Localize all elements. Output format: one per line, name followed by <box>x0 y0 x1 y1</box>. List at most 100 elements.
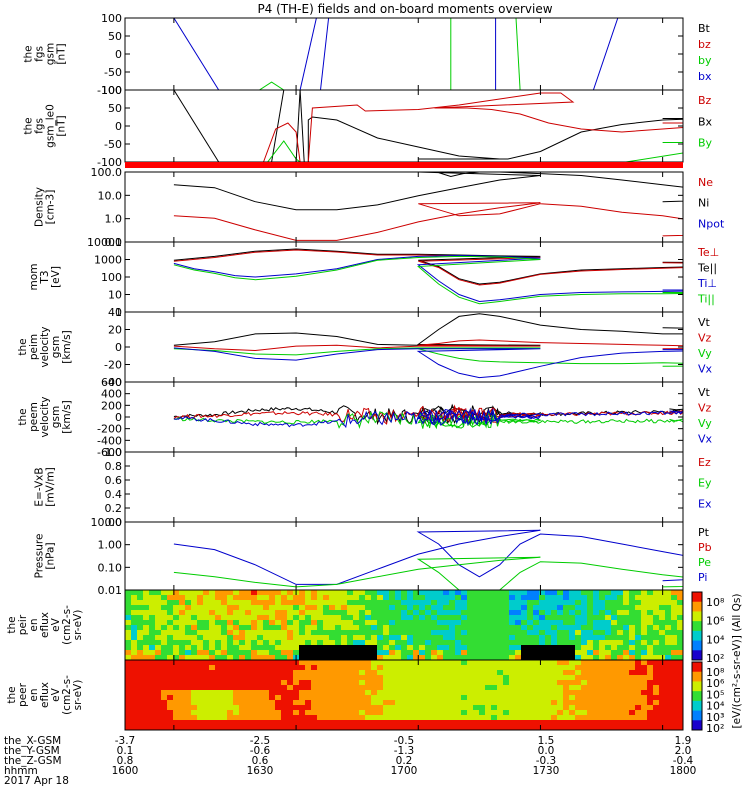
spectrogram-cell <box>413 595 420 601</box>
spectrogram-cell <box>341 640 348 646</box>
spectrogram-cell <box>371 700 378 706</box>
spectrogram-cell <box>533 610 540 616</box>
spectrogram-cell <box>515 685 522 691</box>
spectrogram-cell <box>209 695 216 701</box>
spectrogram-cell <box>245 675 252 681</box>
spectrogram-cell <box>221 590 228 596</box>
spectrogram-cell <box>419 665 426 671</box>
spectrogram-cell <box>173 680 180 686</box>
spectrogram-cell <box>239 590 246 596</box>
spectrogram-cell <box>443 660 450 666</box>
spectrogram-cell <box>605 615 612 621</box>
spectrogram-cell <box>305 690 312 696</box>
spectrogram-cell <box>629 715 636 721</box>
spectrogram-cell <box>395 675 402 681</box>
spectrogram-cell <box>533 605 540 611</box>
spectrogram-cell <box>125 660 132 666</box>
spectrogram-cell <box>185 600 192 606</box>
spectrogram-cell <box>227 645 234 651</box>
spectrogram-cell <box>539 680 546 686</box>
spectrogram-cell <box>131 660 138 666</box>
spectrogram-cell <box>563 720 570 726</box>
spectrogram-cell <box>497 670 504 676</box>
spectrogram-cell <box>353 605 360 611</box>
spectrogram-cell <box>647 685 654 691</box>
spectrogram-cell <box>365 660 372 666</box>
spectrogram-cell <box>179 685 186 691</box>
spectrogram-cell <box>173 710 180 716</box>
spectrogram-cell <box>599 605 606 611</box>
red-separator-bar <box>125 162 683 168</box>
spectrogram-cell <box>665 725 672 730</box>
spectrogram-cell <box>587 625 594 631</box>
spectrogram-cell <box>647 620 654 626</box>
spectrogram-cell <box>575 715 582 721</box>
spectrogram-cell <box>395 695 402 701</box>
spectrogram-cell <box>125 700 132 706</box>
spectrogram-cell <box>365 685 372 691</box>
spectrogram-cell <box>209 670 216 676</box>
spectrogram-cell <box>581 640 588 646</box>
spectrogram-cell <box>653 660 660 666</box>
spectrogram-cell <box>395 590 402 596</box>
spectrogram-cell <box>449 605 456 611</box>
spectrogram-cell <box>593 715 600 721</box>
spectrogram-cell <box>299 630 306 636</box>
spectrogram-cell <box>509 685 516 691</box>
spectrogram-cell <box>425 640 432 646</box>
spectrogram-cell <box>569 715 576 721</box>
spectrogram-cell <box>161 590 168 596</box>
spectrogram-cell <box>191 670 198 676</box>
spectrogram-cell <box>629 725 636 730</box>
spectrogram-cell <box>191 715 198 721</box>
spectrogram-cell <box>407 650 414 656</box>
spectrogram-cell <box>245 600 252 606</box>
spectrogram-cell <box>155 615 162 621</box>
spectrogram-cell <box>641 715 648 721</box>
spectrogram-cell <box>413 605 420 611</box>
spectrogram-cell <box>497 605 504 611</box>
spectrogram-cell <box>209 655 216 660</box>
series-line-Bx <box>299 90 305 162</box>
spectrogram-cell <box>551 590 558 596</box>
spectrogram-cell <box>443 650 450 656</box>
spectrogram-cell <box>473 725 480 730</box>
spectrogram-cell <box>203 640 210 646</box>
y-tick-label: 0.6 <box>105 474 123 487</box>
spectrogram-cell <box>173 640 180 646</box>
spectrogram-cell <box>245 720 252 726</box>
spectrogram-cell <box>275 680 282 686</box>
spectrogram-cell <box>629 655 636 660</box>
spectrogram-cell <box>551 615 558 621</box>
spectrogram-cell <box>251 725 258 730</box>
spectrogram-cell <box>233 620 240 626</box>
spectrogram-cell <box>197 720 204 726</box>
spectrogram-cell <box>377 720 384 726</box>
spectrogram-cell <box>353 725 360 730</box>
spectrogram-cell <box>401 665 408 671</box>
y-tick-label: 0.10 <box>98 561 123 574</box>
spectrogram-cell <box>155 660 162 666</box>
legend-label-Ey: Ey <box>698 477 712 490</box>
spectrogram-cell <box>317 665 324 671</box>
spectrogram-cell <box>371 630 378 636</box>
spectrogram-cell <box>545 695 552 701</box>
spectrogram-cell <box>539 720 546 726</box>
spectrogram-cell <box>383 620 390 626</box>
spectrogram-cell <box>491 675 498 681</box>
spectrogram-cell <box>491 700 498 706</box>
spectrogram-cell <box>641 670 648 676</box>
spectrogram-cell <box>371 725 378 730</box>
spectrogram-cell <box>197 655 204 660</box>
spectrogram-cell <box>419 615 426 621</box>
spectrogram-cell <box>329 710 336 716</box>
spectrogram-cell <box>461 665 468 671</box>
bottom-row-label: the_X-GSM <box>4 735 61 747</box>
legend-label-Bx: Bx <box>698 115 713 128</box>
spectrogram-cell <box>467 610 474 616</box>
spectrogram-cell <box>635 670 642 676</box>
spectrogram-cell <box>677 605 683 611</box>
spectrogram-cell <box>305 640 312 646</box>
spectrogram-cell <box>593 630 600 636</box>
